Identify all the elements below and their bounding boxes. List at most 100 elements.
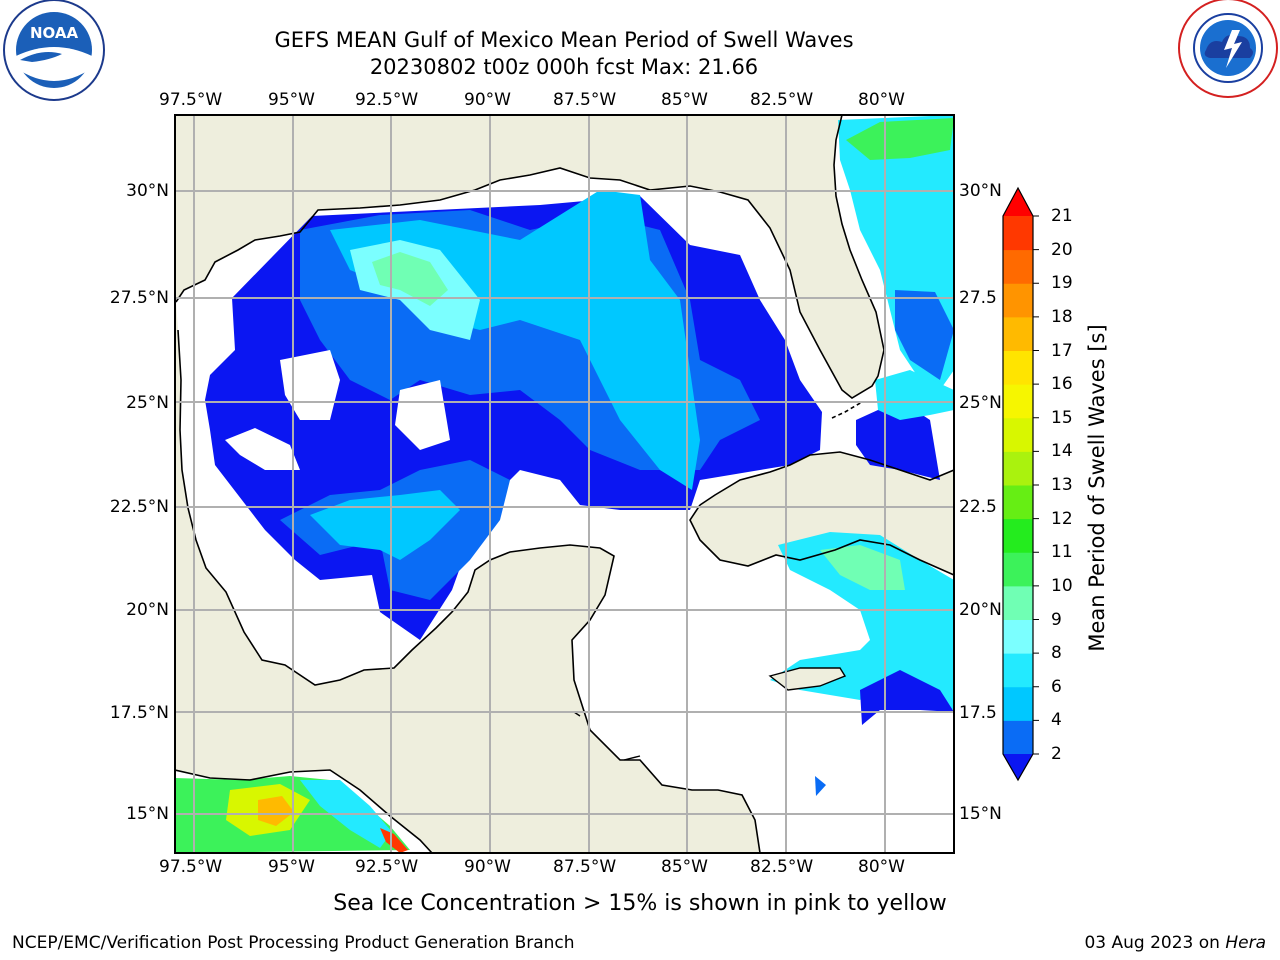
lat-label-right: 17.5: [959, 703, 997, 723]
swell-fill-atlantic-green: [846, 118, 954, 160]
lon-label-bottom: 82.5°W: [750, 857, 814, 877]
swell-fill-bahamas: [875, 370, 954, 420]
lon-label-bottom: 80°W: [858, 857, 905, 877]
swell-fill-spot: [815, 776, 826, 796]
lat-label-left: 20°N: [126, 600, 169, 620]
lon-label-bottom: 97.5°W: [159, 857, 223, 877]
lat-label-left: 27.5°N: [109, 288, 169, 308]
lon-label-top: 97.5°W: [159, 90, 223, 110]
colorbar-band: [1003, 249, 1033, 284]
colorbar-tick-label: 19: [1051, 273, 1073, 294]
colorbar-tick-label: 8: [1051, 643, 1062, 664]
coastline-cuba: [699, 451, 954, 506]
colorbar-tick-label: 11: [1051, 542, 1073, 563]
noaa-logo-text: NOAA: [30, 24, 79, 42]
no-data-hole-3: [395, 380, 450, 450]
colorbar-band: [1003, 350, 1033, 385]
lon-label-bottom: 90°W: [464, 857, 511, 877]
lat-label-left: 17.5°N: [109, 703, 169, 723]
colorbar-band: [1003, 552, 1033, 587]
colorbar-tick-label: 13: [1051, 475, 1073, 495]
colorbar-tick-label: 4: [1051, 710, 1062, 731]
colorbar-tick-label: 16: [1051, 374, 1073, 395]
lon-label-top: 92.5°W: [355, 90, 419, 110]
swell-fill-pacific-orange: [258, 796, 294, 826]
lon-label-top: 85°W: [661, 90, 708, 110]
colorbar-band: [1003, 485, 1033, 520]
swell-fill-caribbean-green: [820, 545, 905, 590]
lat-label-right: 22.5: [959, 497, 997, 517]
lat-label-left: 25°N: [126, 393, 169, 413]
lon-label-top: 80°W: [858, 90, 905, 110]
colorbar-band: [1003, 283, 1033, 318]
lon-label-top: 90°W: [464, 90, 511, 110]
colorbar-tick-label: 18: [1051, 306, 1073, 327]
lon-label-top: 95°W: [268, 90, 315, 110]
gridlines: [175, 115, 954, 853]
colorbar-band: [1003, 686, 1033, 721]
lat-label-left: 30°N: [126, 181, 169, 201]
colorbar-band: [1003, 619, 1033, 654]
colorbar-band: [1003, 316, 1033, 351]
nws-logo: [1178, 0, 1278, 98]
coastline-cuba-south: [689, 504, 954, 576]
colorbar-band: [1003, 417, 1033, 452]
swell-fill-atlantic-blue: [895, 290, 954, 380]
footer-machine: Hera: [1225, 933, 1266, 953]
map-frame: [174, 114, 955, 854]
colorbar-tick-label: 17: [1051, 340, 1073, 361]
lon-label-bottom: 92.5°W: [355, 857, 419, 877]
colorbar-band: [1003, 653, 1033, 688]
colorbar-tick-label: 21: [1051, 206, 1073, 226]
lon-label-top: 87.5°W: [553, 90, 617, 110]
coastline-mexico: [177, 329, 761, 853]
lat-label-right: 20°N: [959, 600, 1002, 620]
swell-fill-straits: [856, 400, 940, 480]
coastline-pacific: [175, 769, 433, 853]
colorbar-tick-label: 15: [1051, 407, 1073, 428]
footer-date: 03 Aug 2023 on Hera: [1084, 933, 1266, 953]
colorbar-title: Mean Period of Swell Waves [s]: [1085, 324, 1109, 652]
chart-subtitle: 20230802 t00z 000h fcst Max: 21.66: [369, 55, 759, 79]
footer-date-text: 03 Aug 2023 on: [1084, 933, 1226, 953]
coastline-jamaica: [768, 667, 847, 691]
colorbar: [1002, 186, 1039, 782]
swell-fill-caribbean: [770, 532, 954, 710]
lat-label-left: 15°N: [126, 804, 169, 824]
colorbar-band: [1003, 518, 1033, 553]
coastline-florida-keys: [831, 401, 863, 419]
footer-credit: NCEP/EMC/Verification Post Processing Pr…: [12, 933, 575, 953]
colorbar-extend-high: [1003, 188, 1033, 216]
swell-fill-pacific-red: [380, 828, 408, 853]
colorbar-tick-label: 10: [1051, 575, 1073, 596]
lat-label-left: 22.5°N: [109, 497, 169, 517]
sea-ice-note: Sea Ice Concentration > 15% is shown in …: [333, 891, 947, 916]
map-area: [175, 115, 954, 853]
colorbar-band: [1003, 720, 1033, 755]
colorbar-tick-label: 9: [1051, 609, 1062, 630]
colorbar-tick-label: 20: [1051, 239, 1073, 260]
lat-label-right: 25°N: [959, 393, 1002, 413]
colorbar-tick-label: 6: [1051, 676, 1062, 697]
lon-label-bottom: 87.5°W: [553, 857, 617, 877]
lon-label-top: 82.5°W: [750, 90, 814, 110]
lat-label-right: 30°N: [959, 181, 1002, 201]
chart-title: GEFS MEAN Gulf of Mexico Mean Period of …: [274, 28, 854, 52]
noaa-logo: NOAA: [3, 0, 105, 101]
colorbar-band: [1003, 585, 1033, 620]
colorbar-band: [1003, 451, 1033, 486]
coastline-gulf: [175, 115, 885, 399]
colorbar-extend-low: [1003, 754, 1033, 780]
colorbar-band: [1003, 384, 1033, 419]
lon-label-bottom: 95°W: [268, 857, 315, 877]
lat-label-right: 15°N: [959, 804, 1002, 824]
colorbar-tick-label: 12: [1051, 508, 1073, 529]
lat-label-right: 27.5: [959, 288, 997, 308]
no-data-hole-1: [225, 428, 300, 470]
lon-label-bottom: 85°W: [661, 857, 708, 877]
swell-fill-caribbean-blue: [860, 670, 954, 725]
colorbar-band: [1003, 216, 1033, 251]
colorbar-tick-label: 2: [1051, 744, 1062, 764]
colorbar-tick-label: 14: [1051, 441, 1073, 462]
